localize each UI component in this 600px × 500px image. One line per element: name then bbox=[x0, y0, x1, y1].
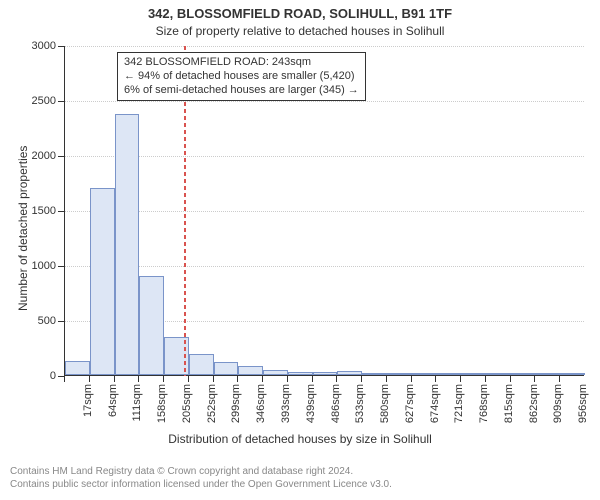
footer-line-1: Contains HM Land Registry data © Crown c… bbox=[10, 466, 392, 479]
x-tick-label: 158sqm bbox=[156, 384, 168, 434]
y-tick bbox=[58, 156, 64, 157]
x-tick bbox=[386, 376, 387, 382]
x-tick bbox=[336, 376, 337, 382]
x-tick bbox=[114, 376, 115, 382]
x-tick bbox=[534, 376, 535, 382]
x-tick-label: 956sqm bbox=[577, 384, 589, 434]
y-tick bbox=[58, 211, 64, 212]
y-tick-label: 0 bbox=[50, 370, 56, 382]
x-tick-label: 439sqm bbox=[305, 384, 317, 434]
annotation-box: 342 BLOSSOMFIELD ROAD: 243sqm← 94% of de… bbox=[117, 52, 366, 101]
x-tick bbox=[138, 376, 139, 382]
x-tick bbox=[460, 376, 461, 382]
x-tick-label: 674sqm bbox=[429, 384, 441, 434]
x-tick-label: 909sqm bbox=[552, 384, 564, 434]
histogram-bar bbox=[214, 362, 239, 375]
x-tick-label: 580sqm bbox=[379, 384, 391, 434]
histogram-bar bbox=[115, 114, 140, 375]
histogram-bar bbox=[238, 366, 263, 375]
histogram-bar bbox=[90, 188, 115, 375]
x-tick bbox=[188, 376, 189, 382]
x-tick bbox=[510, 376, 511, 382]
annotation-line: 6% of semi-detached houses are larger (3… bbox=[124, 84, 359, 98]
histogram-bar bbox=[535, 373, 560, 375]
footer-attribution: Contains HM Land Registry data © Crown c… bbox=[10, 466, 392, 491]
x-tick-label: 533sqm bbox=[354, 384, 366, 434]
x-tick-label: 627sqm bbox=[404, 384, 416, 434]
gridline bbox=[65, 266, 584, 267]
chart-container: 342, BLOSSOMFIELD ROAD, SOLIHULL, B91 1T… bbox=[0, 0, 600, 500]
annotation-line: ← 94% of detached houses are smaller (5,… bbox=[124, 70, 359, 84]
x-tick-label: 252sqm bbox=[206, 384, 218, 434]
histogram-bar bbox=[362, 373, 387, 375]
x-tick bbox=[262, 376, 263, 382]
y-tick-label: 500 bbox=[38, 315, 56, 327]
x-tick-label: 299sqm bbox=[230, 384, 242, 434]
gridline bbox=[65, 156, 584, 157]
histogram-bar bbox=[511, 373, 536, 375]
y-tick bbox=[58, 46, 64, 47]
x-tick-label: 64sqm bbox=[107, 384, 119, 434]
x-tick-label: 17sqm bbox=[82, 384, 94, 434]
annotation-line: 342 BLOSSOMFIELD ROAD: 243sqm bbox=[124, 56, 359, 70]
y-tick-label: 1000 bbox=[32, 260, 56, 272]
y-axis-label: Number of detached properties bbox=[16, 146, 30, 311]
gridline bbox=[65, 211, 584, 212]
histogram-bar bbox=[263, 370, 288, 376]
histogram-bar bbox=[139, 276, 164, 375]
histogram-bar bbox=[288, 372, 313, 375]
x-tick-label: 815sqm bbox=[503, 384, 515, 434]
x-tick bbox=[64, 376, 65, 382]
gridline bbox=[65, 46, 584, 47]
x-tick bbox=[213, 376, 214, 382]
x-tick bbox=[237, 376, 238, 382]
y-tick-label: 2500 bbox=[32, 95, 56, 107]
histogram-bar bbox=[337, 371, 362, 375]
histogram-plot-area: 342 BLOSSOMFIELD ROAD: 243sqm← 94% of de… bbox=[64, 46, 584, 376]
x-axis-label: Distribution of detached houses by size … bbox=[0, 432, 600, 446]
x-tick bbox=[163, 376, 164, 382]
histogram-bar bbox=[486, 373, 511, 375]
histogram-bar bbox=[560, 373, 585, 375]
page-subtitle: Size of property relative to detached ho… bbox=[0, 24, 600, 38]
histogram-bar bbox=[412, 373, 437, 375]
histogram-bar bbox=[461, 373, 486, 375]
x-tick-label: 721sqm bbox=[453, 384, 465, 434]
x-tick bbox=[559, 376, 560, 382]
y-tick-label: 1500 bbox=[32, 205, 56, 217]
y-tick bbox=[58, 266, 64, 267]
x-tick-label: 768sqm bbox=[478, 384, 490, 434]
x-tick bbox=[312, 376, 313, 382]
x-tick bbox=[287, 376, 288, 382]
histogram-bar bbox=[436, 373, 461, 375]
y-tick bbox=[58, 101, 64, 102]
x-tick-label: 486sqm bbox=[330, 384, 342, 434]
x-tick bbox=[435, 376, 436, 382]
histogram-bar bbox=[65, 361, 90, 375]
x-tick bbox=[89, 376, 90, 382]
footer-line-2: Contains public sector information licen… bbox=[10, 479, 392, 492]
x-tick bbox=[361, 376, 362, 382]
y-tick bbox=[58, 321, 64, 322]
x-tick-label: 393sqm bbox=[280, 384, 292, 434]
y-tick-label: 2000 bbox=[32, 150, 56, 162]
page-title: 342, BLOSSOMFIELD ROAD, SOLIHULL, B91 1T… bbox=[0, 6, 600, 21]
histogram-bar bbox=[313, 372, 338, 375]
x-tick-label: 111sqm bbox=[131, 384, 143, 434]
x-tick bbox=[485, 376, 486, 382]
histogram-bar bbox=[387, 373, 412, 375]
y-tick-label: 3000 bbox=[32, 40, 56, 52]
x-tick-label: 205sqm bbox=[181, 384, 193, 434]
x-tick-label: 862sqm bbox=[528, 384, 540, 434]
histogram-bar bbox=[189, 354, 214, 375]
x-tick bbox=[411, 376, 412, 382]
x-tick-label: 346sqm bbox=[255, 384, 267, 434]
